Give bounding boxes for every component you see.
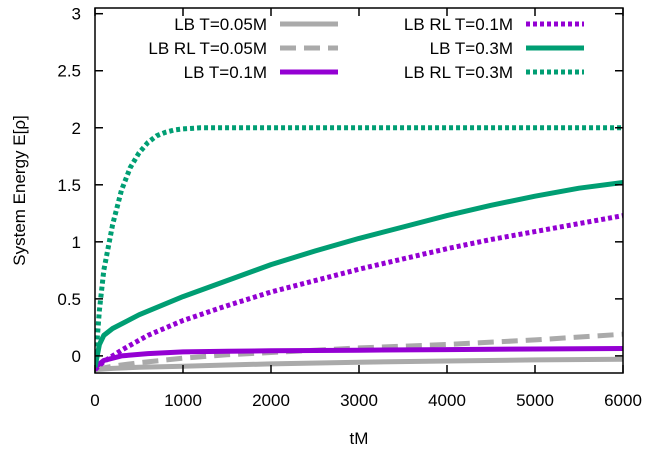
x-axis-title: tM [350,429,369,448]
x-tick-label: 2000 [252,391,290,410]
legend-label: LB RL T=0.05M [148,39,267,58]
series-line-2 [95,331,623,373]
x-tick-label: 5000 [516,391,554,410]
y-axis-title: System Energy E[ρ] [10,115,29,265]
x-tick-label: 1000 [164,391,202,410]
y-tick-label: 2 [72,119,81,138]
series-lines [95,125,623,373]
series-line-4 [95,213,623,372]
legend-label: LB T=0.3M [430,39,513,58]
series-line-5 [95,180,623,368]
x-tick-label: 0 [90,391,99,410]
y-tick-label: 0.5 [57,290,81,309]
y-tick-label: 1 [72,233,81,252]
legend-label: LB RL T=0.3M [404,63,513,82]
legend-label: LB RL T=0.1M [404,15,513,34]
x-tick-label: 4000 [428,391,466,410]
legend-label: LB T=0.1M [184,63,267,82]
plot-frame [94,7,624,374]
series-line-1 [95,356,623,373]
y-tick-label: 1.5 [57,176,81,195]
legend-label: LB T=0.05M [174,15,267,34]
y-tick-label: 3 [72,5,81,24]
y-tick-label: 0 [72,347,81,366]
series-line-3 [95,346,623,370]
legend: LB T=0.05M LB RL T=0.05M LB T=0.1M LB RL T=… [148,15,584,82]
axes: 0 1000 2000 3000 4000 5000 6000 0 0.5 1 1.5 2 2.5 3 [57,5,642,410]
x-tick-label: 6000 [604,391,642,410]
y-tick-label: 2.5 [57,62,81,81]
x-tick-label: 3000 [340,391,378,410]
series-line-6 [95,125,623,368]
